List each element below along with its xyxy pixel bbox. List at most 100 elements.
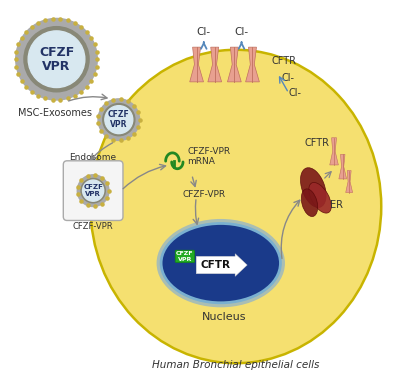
Point [64,96,71,102]
Point [42,96,48,102]
Circle shape [81,179,105,203]
Circle shape [82,180,104,201]
Circle shape [105,106,133,134]
Point [103,133,110,139]
Point [13,64,20,70]
Point [84,173,91,179]
Point [125,135,131,141]
Point [15,71,22,77]
Point [93,64,100,70]
Point [84,202,91,208]
Ellipse shape [161,224,280,303]
Text: CFZF
VPR: CFZF VPR [176,251,194,262]
Point [78,89,84,95]
Text: Nucleus: Nucleus [202,312,247,322]
Point [136,117,143,123]
Circle shape [28,31,85,88]
Point [57,97,64,103]
Text: CFZF-VPR
mRNA: CFZF-VPR mRNA [188,147,231,166]
Point [72,93,78,99]
Point [19,35,25,41]
Text: Cl-: Cl- [289,88,302,98]
Polygon shape [228,47,241,82]
Point [78,23,84,30]
Point [42,17,48,23]
Text: ER: ER [330,200,343,210]
Point [98,128,104,134]
Text: CFZF-VPR: CFZF-VPR [182,190,225,199]
Point [99,175,105,181]
Point [92,172,98,178]
Point [92,204,98,210]
Text: CFTR: CFTR [272,56,297,66]
Point [12,56,19,62]
Point [99,200,105,207]
Point [98,106,104,112]
Text: CFZF
VPR: CFZF VPR [83,184,103,197]
Point [118,137,124,143]
Point [110,136,116,143]
Polygon shape [246,47,259,82]
Circle shape [103,103,135,136]
Point [50,16,56,22]
Circle shape [98,99,140,140]
Text: Endosome: Endosome [70,153,117,161]
Point [88,35,94,41]
Point [29,89,35,95]
Ellipse shape [309,183,331,213]
Polygon shape [330,138,338,165]
Point [78,198,84,204]
Point [19,78,25,84]
Point [135,109,141,115]
Point [95,113,102,119]
Point [84,84,90,90]
Point [13,49,20,55]
Point [23,29,30,35]
Point [78,177,84,183]
Point [118,96,124,102]
Text: Cl-: Cl- [281,73,294,83]
Point [72,20,78,26]
Point [35,93,42,99]
Polygon shape [339,154,347,179]
Point [135,124,141,130]
Polygon shape [346,171,353,193]
Text: Human Bronchial epithelial cells: Human Bronchial epithelial cells [152,360,320,370]
Ellipse shape [156,219,285,307]
Ellipse shape [90,50,381,363]
Point [29,23,35,30]
Point [95,121,102,127]
Point [35,20,42,26]
Point [103,100,110,106]
Text: CFTR: CFTR [304,138,330,149]
Polygon shape [190,47,204,82]
Point [125,98,131,104]
Circle shape [77,175,109,207]
Text: CFZF
VPR: CFZF VPR [39,46,74,73]
FancyBboxPatch shape [63,161,123,221]
Text: CFZF
VPR: CFZF VPR [108,110,130,129]
Text: CFTR: CFTR [201,260,231,270]
Point [50,97,56,103]
Point [91,71,98,77]
Point [106,188,112,194]
FancyArrow shape [196,254,247,276]
Point [64,17,71,23]
Polygon shape [208,47,222,82]
Point [23,84,30,90]
Ellipse shape [301,189,318,216]
Point [94,56,100,62]
Point [15,41,22,47]
Point [104,180,110,186]
Point [110,97,116,103]
Text: MSC-Exosomes: MSC-Exosomes [18,108,92,118]
Text: CFZF-VPR: CFZF-VPR [73,222,114,231]
Circle shape [16,19,97,100]
Ellipse shape [300,168,326,208]
Point [131,131,137,137]
Point [104,195,110,201]
Point [84,29,90,35]
Point [91,41,98,47]
Point [74,191,81,197]
Circle shape [24,27,89,92]
